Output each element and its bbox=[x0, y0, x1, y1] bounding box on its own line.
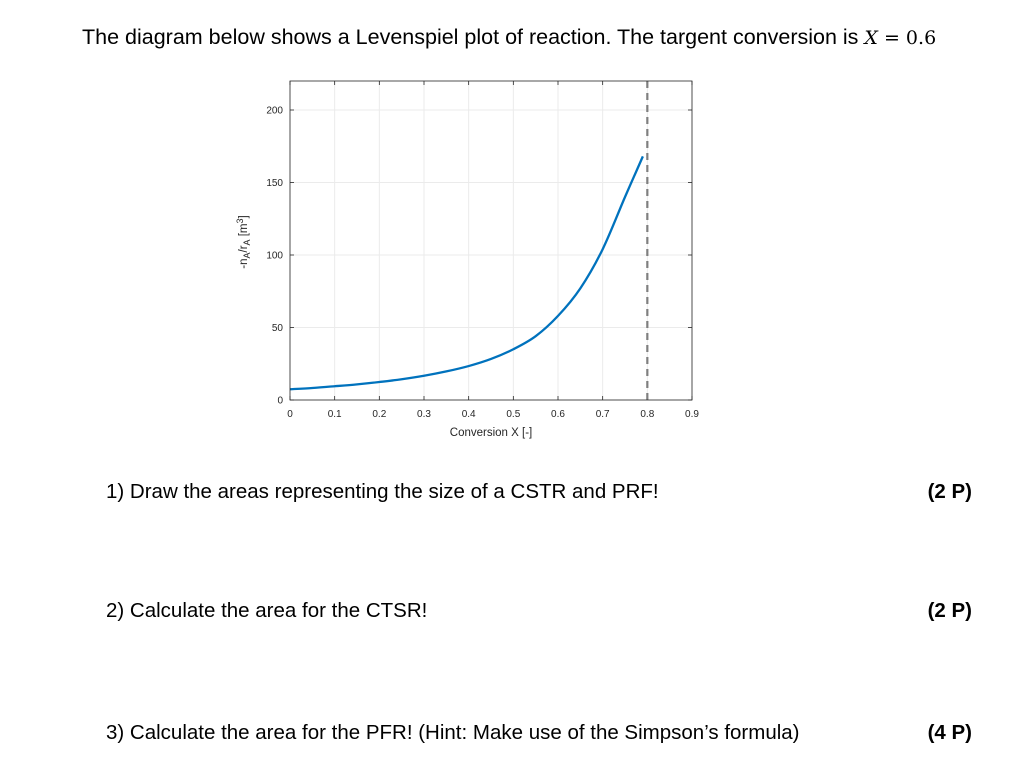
y-tick-label: 200 bbox=[266, 106, 283, 117]
y-tick-label: 0 bbox=[277, 396, 283, 407]
axis-ticks bbox=[289, 81, 693, 401]
x-tick-label: 0.8 bbox=[640, 409, 654, 420]
x-tick-label: 0.1 bbox=[328, 409, 342, 420]
conversion-value: = 0.6 bbox=[877, 27, 937, 49]
y-axis-label: -nA/rA [m3] bbox=[235, 215, 252, 269]
plot-area bbox=[290, 81, 692, 400]
x-tick-label: 0.2 bbox=[372, 409, 386, 420]
x-axis-label: Conversion X [-] bbox=[450, 427, 532, 439]
x-tick-label: 0.5 bbox=[506, 409, 520, 420]
x-tick-label: 0.7 bbox=[596, 409, 610, 420]
question-1: 1) Draw the areas representing the size … bbox=[106, 480, 659, 503]
x-tick-label: 0.9 bbox=[685, 409, 699, 420]
target-conversion-formula: X = 0.6 bbox=[864, 27, 936, 49]
y-tick-label: 100 bbox=[266, 251, 283, 262]
question-2-points: (2 P) bbox=[927, 599, 972, 622]
x-tick-label: 0.3 bbox=[417, 409, 431, 420]
x-tick-label: 0 bbox=[287, 409, 293, 420]
y-tick-labels: 0 50 100 150 200 bbox=[266, 106, 283, 407]
question-2: 2) Calculate the area for the CTSR! bbox=[106, 599, 428, 622]
y-tick-label: 150 bbox=[266, 178, 283, 189]
problem-statement: The diagram below shows a Levenspiel plo… bbox=[82, 25, 936, 50]
problem-statement-text: The diagram below shows a Levenspiel plo… bbox=[82, 25, 865, 49]
levenspiel-curve bbox=[289, 155, 644, 391]
y-tick-label: 50 bbox=[272, 323, 284, 334]
x-tick-label: 0.4 bbox=[462, 409, 476, 420]
question-3-points: (4 P) bbox=[927, 721, 972, 744]
question-3: 3) Calculate the area for the PFR! (Hint… bbox=[106, 721, 800, 744]
x-tick-labels: 0 0.1 0.2 0.3 0.4 0.5 0.6 0.7 0.8 0.9 bbox=[287, 409, 699, 420]
levenspiel-plot: 0 0.1 0.2 0.3 0.4 0.5 0.6 0.7 0.8 0.9 0 50 100 150 20… bbox=[235, 80, 699, 439]
conversion-variable: X bbox=[864, 27, 878, 49]
x-tick-label: 0.6 bbox=[551, 409, 565, 420]
question-1-points: (2 P) bbox=[927, 480, 972, 503]
plot-frame bbox=[289, 80, 693, 401]
